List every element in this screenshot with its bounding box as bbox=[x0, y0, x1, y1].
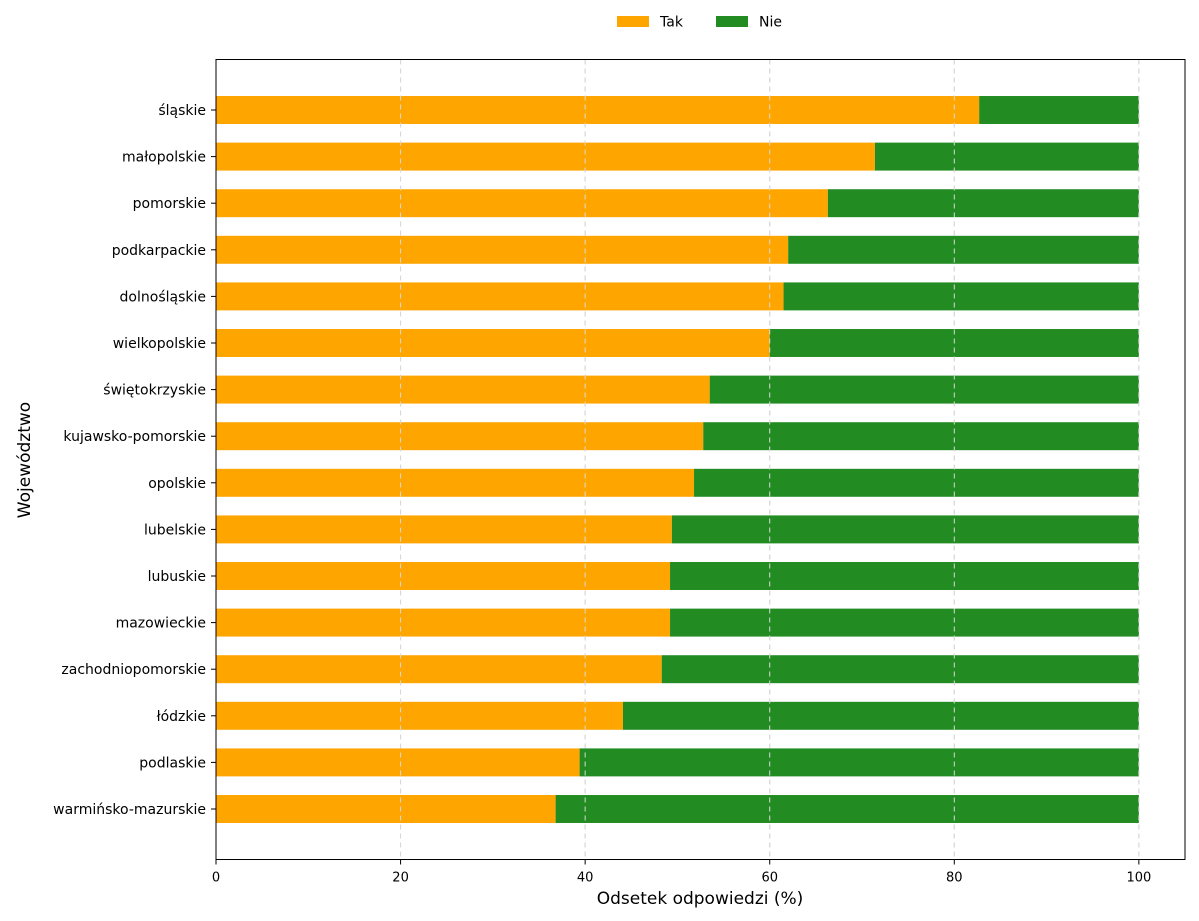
x-tick-label: 80 bbox=[946, 871, 963, 886]
y-axis-ticks: śląskie małopolskie pomorskie podkarpackie d… bbox=[53, 103, 216, 818]
y-tick-label: śląskie bbox=[158, 103, 206, 119]
bar-tak bbox=[216, 375, 710, 404]
y-tick-label: mazowieckie bbox=[116, 616, 206, 632]
x-tick-label: 60 bbox=[761, 871, 778, 886]
bar-nie bbox=[579, 748, 1139, 777]
bar-nie bbox=[703, 422, 1139, 451]
bar-tak bbox=[216, 795, 556, 823]
x-tick-label: 20 bbox=[392, 871, 409, 886]
bar-tak bbox=[216, 422, 704, 451]
bar-nie bbox=[670, 608, 1139, 637]
bar-nie bbox=[555, 795, 1139, 823]
y-tick-label: lubelskie bbox=[144, 522, 206, 538]
y-tick-label: świętokrzyskie bbox=[103, 383, 206, 399]
y-tick-label: łódzkie bbox=[157, 709, 206, 725]
bar-nie bbox=[671, 515, 1139, 544]
bar-tak bbox=[216, 701, 623, 730]
x-tick-label: 40 bbox=[577, 871, 594, 886]
bar-nie bbox=[694, 468, 1139, 497]
bars bbox=[216, 59, 1140, 860]
bar-nie bbox=[670, 562, 1139, 590]
bar-tak bbox=[216, 142, 875, 171]
bar-nie bbox=[979, 96, 1139, 124]
bar-tak bbox=[216, 329, 770, 357]
bar-tak bbox=[216, 562, 671, 590]
bar-nie bbox=[661, 655, 1139, 684]
x-tick-label: 0 bbox=[212, 871, 220, 886]
y-tick-label: wielkopolskie bbox=[113, 336, 206, 352]
legend: Tak Nie bbox=[617, 15, 782, 31]
bar-tak bbox=[216, 189, 828, 218]
x-axis-ticks: 0 20 40 60 80 100 bbox=[212, 859, 1151, 886]
bar-tak bbox=[216, 655, 662, 684]
y-tick-label: podkarpackie bbox=[112, 243, 206, 259]
y-axis-label: Województwo bbox=[15, 402, 35, 518]
y-tick-label: opolskie bbox=[148, 476, 206, 492]
y-tick-label: lubuskie bbox=[148, 569, 206, 585]
x-axis-label: Odsetek odpowiedzi (%) bbox=[597, 889, 804, 909]
bar-tak bbox=[216, 515, 672, 544]
legend-label-tak: Tak bbox=[659, 15, 684, 31]
bar-tak bbox=[216, 608, 671, 637]
bar-nie bbox=[709, 375, 1139, 404]
bar-nie bbox=[783, 282, 1139, 311]
y-tick-label: kujawsko-pomorskie bbox=[63, 429, 206, 445]
bar-nie bbox=[622, 701, 1139, 730]
legend-swatch-tak bbox=[617, 16, 649, 27]
legend-swatch-nie bbox=[716, 16, 748, 27]
bar-tak bbox=[216, 96, 980, 124]
plot-frame bbox=[215, 59, 1186, 860]
x-tick-label: 100 bbox=[1126, 871, 1151, 886]
grid-lines bbox=[215, 59, 1140, 860]
y-tick-label: podlaskie bbox=[139, 755, 206, 771]
bar-nie bbox=[827, 189, 1139, 218]
y-tick-label: pomorskie bbox=[133, 196, 206, 212]
y-tick-label: warmińsko-mazurskie bbox=[53, 802, 206, 818]
legend-label-nie: Nie bbox=[759, 15, 782, 31]
y-tick-label: małopolskie bbox=[122, 150, 206, 166]
bar-tak bbox=[216, 282, 784, 311]
bar-tak bbox=[216, 468, 695, 497]
y-tick-label: zachodniopomorskie bbox=[61, 662, 206, 678]
bar-tak bbox=[216, 748, 580, 777]
bar-tak bbox=[216, 235, 789, 264]
bar-nie bbox=[874, 142, 1139, 171]
y-tick-label: dolnośląskie bbox=[120, 289, 206, 305]
bar-nie bbox=[788, 235, 1139, 264]
